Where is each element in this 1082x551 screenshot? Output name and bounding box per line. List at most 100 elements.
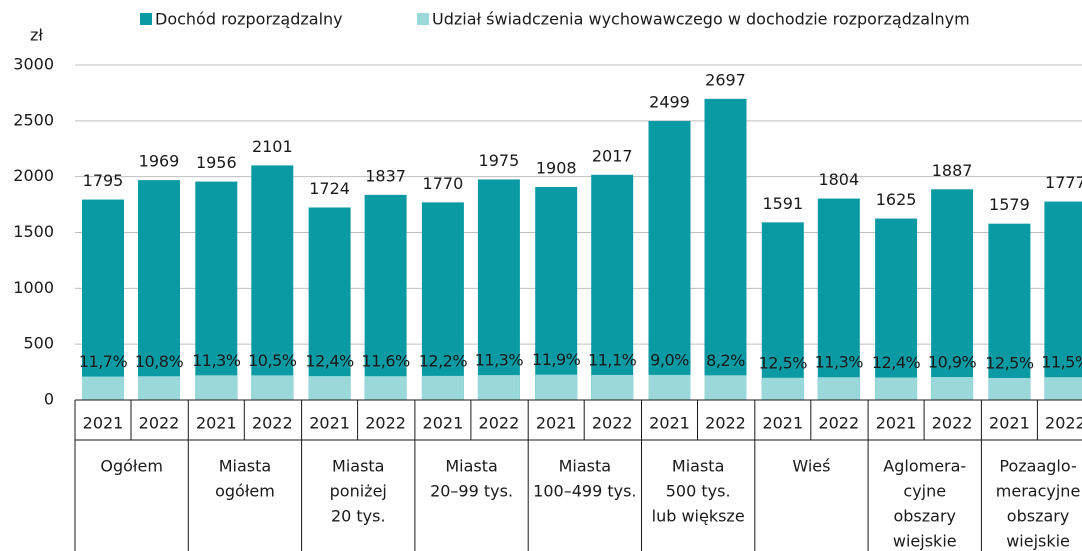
share-label: 11,7% [79, 352, 128, 371]
x-tick-label: 2022 [932, 414, 973, 433]
share-label: 11,3% [475, 351, 524, 370]
x-tick-label: 2022 [365, 414, 406, 433]
legend-swatch [140, 13, 152, 25]
y-tick-label: 3000 [13, 55, 54, 74]
group-label: cyjne [903, 482, 946, 501]
y-tick-label: 500 [23, 334, 54, 353]
group-label: poniżej [330, 482, 387, 501]
bar [138, 180, 180, 400]
group-label: Miasta [559, 457, 611, 476]
share-label: 10,5% [248, 351, 297, 370]
group-label: Miasta [332, 457, 384, 476]
group-label: 20–99 tys. [430, 482, 513, 501]
bar [591, 174, 634, 400]
bar-share [138, 376, 180, 400]
x-tick-label: 2022 [252, 414, 293, 433]
bar-share [704, 375, 747, 400]
x-tick-label: 2022 [479, 414, 520, 433]
bar-share [82, 376, 124, 400]
group-label: obszary [1007, 507, 1070, 526]
y-tick-label: 1000 [13, 278, 54, 297]
bar [251, 165, 294, 400]
x-tick-label: 2021 [536, 414, 577, 433]
value-label: 1777 [1045, 173, 1082, 192]
group-label: wiejskie [1006, 532, 1070, 551]
y-tick-label: 0 [44, 390, 54, 409]
group-label: meracyjne [996, 482, 1081, 501]
bar-share [817, 377, 860, 400]
value-label: 1625 [876, 190, 917, 209]
value-label: 1975 [479, 151, 520, 170]
value-label: 2697 [705, 70, 746, 89]
value-label: 1908 [536, 158, 577, 177]
group-label: Miasta [445, 457, 497, 476]
x-tick-label: 2021 [423, 414, 464, 433]
bar-share [251, 375, 294, 400]
bar [364, 194, 407, 400]
y-tick-label: 2500 [13, 110, 54, 129]
group-label: 500 tys. [666, 482, 731, 501]
group-label: 100–499 tys. [533, 482, 636, 501]
bar [817, 198, 860, 400]
bar [195, 181, 238, 400]
share-label: 10,9% [928, 353, 977, 372]
bar [931, 189, 974, 400]
group-label: Ogółem [100, 457, 163, 476]
bar-share [195, 375, 238, 400]
share-label: 11,9% [532, 350, 581, 369]
bar [82, 199, 124, 400]
x-tick-label: 2022 [818, 414, 859, 433]
y-tick-label: 1500 [13, 222, 54, 241]
value-label: 1837 [365, 166, 406, 185]
x-tick-label: 2022 [705, 414, 746, 433]
value-label: 1969 [139, 152, 180, 171]
group-label: Miasta [672, 457, 724, 476]
x-tick-label: 2022 [139, 414, 180, 433]
bar-share [875, 377, 918, 400]
share-label: 12,5% [759, 353, 808, 372]
bar-share [535, 374, 578, 400]
x-tick-label: 2022 [592, 414, 633, 433]
share-label: 12,2% [419, 351, 468, 370]
x-tick-label: 2021 [649, 414, 690, 433]
bar [648, 120, 691, 400]
y-tick-label: 2000 [13, 166, 54, 185]
share-label: 11,3% [192, 351, 241, 370]
share-label: 11,6% [361, 352, 410, 371]
x-tick-label: 2021 [876, 414, 917, 433]
value-label: 1795 [83, 171, 124, 190]
group-label: Aglomera- [883, 457, 966, 476]
bar [421, 202, 464, 400]
group-label: ogółem [215, 482, 275, 501]
legend-label: Dochód rozporządzalny [155, 10, 343, 29]
value-label: 1724 [309, 179, 350, 198]
value-label: 1591 [762, 194, 803, 213]
share-label: 9,0% [650, 350, 689, 369]
bar-share [988, 377, 1031, 400]
x-tick-label: 2021 [196, 414, 237, 433]
bar [308, 207, 351, 400]
group-label: obszary [893, 507, 956, 526]
value-label: 1770 [423, 174, 464, 193]
x-tick-label: 2022 [1045, 414, 1082, 433]
value-label: 1887 [932, 161, 973, 180]
value-label: 1956 [196, 153, 237, 172]
group-label: Wieś [792, 457, 830, 476]
value-label: 2017 [592, 146, 633, 165]
share-label: 11,1% [588, 350, 637, 369]
bar-share [308, 376, 351, 400]
bar-share [1044, 377, 1082, 400]
bar-share [364, 376, 407, 400]
share-label: 12,5% [985, 353, 1034, 372]
bar-share [591, 374, 634, 400]
group-label: 20 tys. [331, 507, 386, 526]
bar [535, 186, 578, 400]
value-label: 2499 [649, 92, 690, 111]
bar [704, 98, 747, 401]
bar-share [477, 375, 520, 400]
group-label: wiejskie [893, 532, 957, 551]
share-label: 10,8% [135, 352, 184, 371]
bar-share [648, 374, 691, 400]
value-label: 1579 [989, 195, 1030, 214]
bar [761, 222, 804, 400]
